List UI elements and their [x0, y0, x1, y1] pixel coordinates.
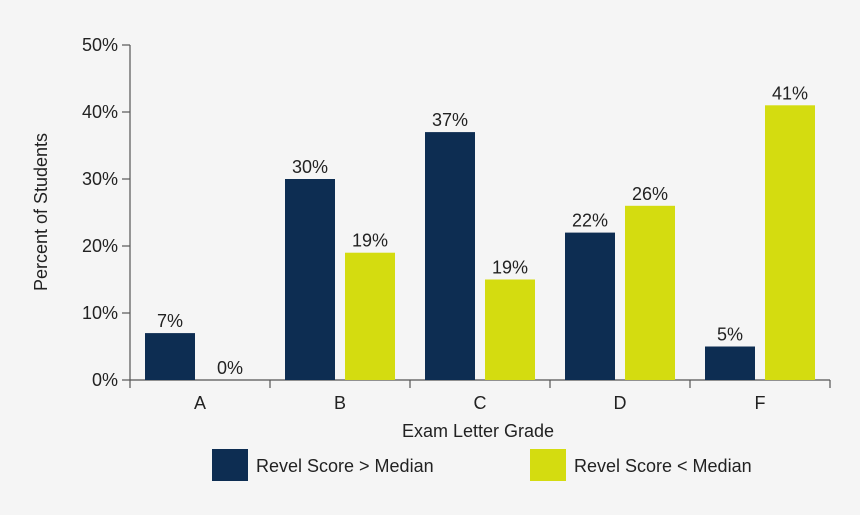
bar-above-median-c — [425, 132, 475, 380]
data-label: 5% — [717, 325, 743, 345]
x-tick-label: A — [194, 393, 206, 413]
bar-below-median-d — [625, 205, 675, 380]
x-tick-label: C — [474, 393, 487, 413]
bar-below-median-b — [345, 252, 395, 380]
x-tick-label: D — [614, 393, 627, 413]
bar-below-median-f — [765, 105, 815, 381]
data-label: 19% — [492, 258, 528, 278]
x-tick-label: F — [755, 393, 766, 413]
legend-swatch-above-median — [212, 449, 248, 481]
bar-labels: 7% 30% 37% 22% 5% 0% 19% 19% 26% 41% — [157, 83, 808, 378]
y-tick-label: 40% — [82, 102, 118, 122]
y-tick-label: 50% — [82, 35, 118, 55]
data-label: 26% — [632, 184, 668, 204]
legend-label-above-median: Revel Score > Median — [256, 456, 434, 476]
bars — [145, 105, 815, 381]
bar-above-median-b — [285, 179, 335, 380]
legend-label-below-median: Revel Score < Median — [574, 456, 752, 476]
y-tick-label: 10% — [82, 303, 118, 323]
data-label: 0% — [217, 358, 243, 378]
bar-above-median-a — [145, 333, 195, 380]
y-tick-label: 30% — [82, 169, 118, 189]
y-axis-title: Percent of Students — [31, 133, 51, 291]
y-tick-label: 0% — [92, 370, 118, 390]
data-label: 7% — [157, 311, 183, 331]
data-label: 37% — [432, 110, 468, 130]
bar-above-median-d — [565, 232, 615, 380]
bar-below-median-c — [485, 279, 535, 380]
y-ticks: 0% 10% 20% 30% 40% 50% — [82, 35, 130, 390]
x-tick-label: B — [334, 393, 346, 413]
legend-swatch-below-median — [530, 449, 566, 481]
data-label: 19% — [352, 231, 388, 251]
data-label: 30% — [292, 157, 328, 177]
legend: Revel Score > Median Revel Score < Media… — [212, 449, 752, 481]
data-label: 41% — [772, 83, 808, 103]
bar-above-median-f — [705, 346, 755, 380]
y-tick-label: 20% — [82, 236, 118, 256]
data-label: 22% — [572, 211, 608, 231]
x-axis-title: Exam Letter Grade — [402, 421, 554, 441]
